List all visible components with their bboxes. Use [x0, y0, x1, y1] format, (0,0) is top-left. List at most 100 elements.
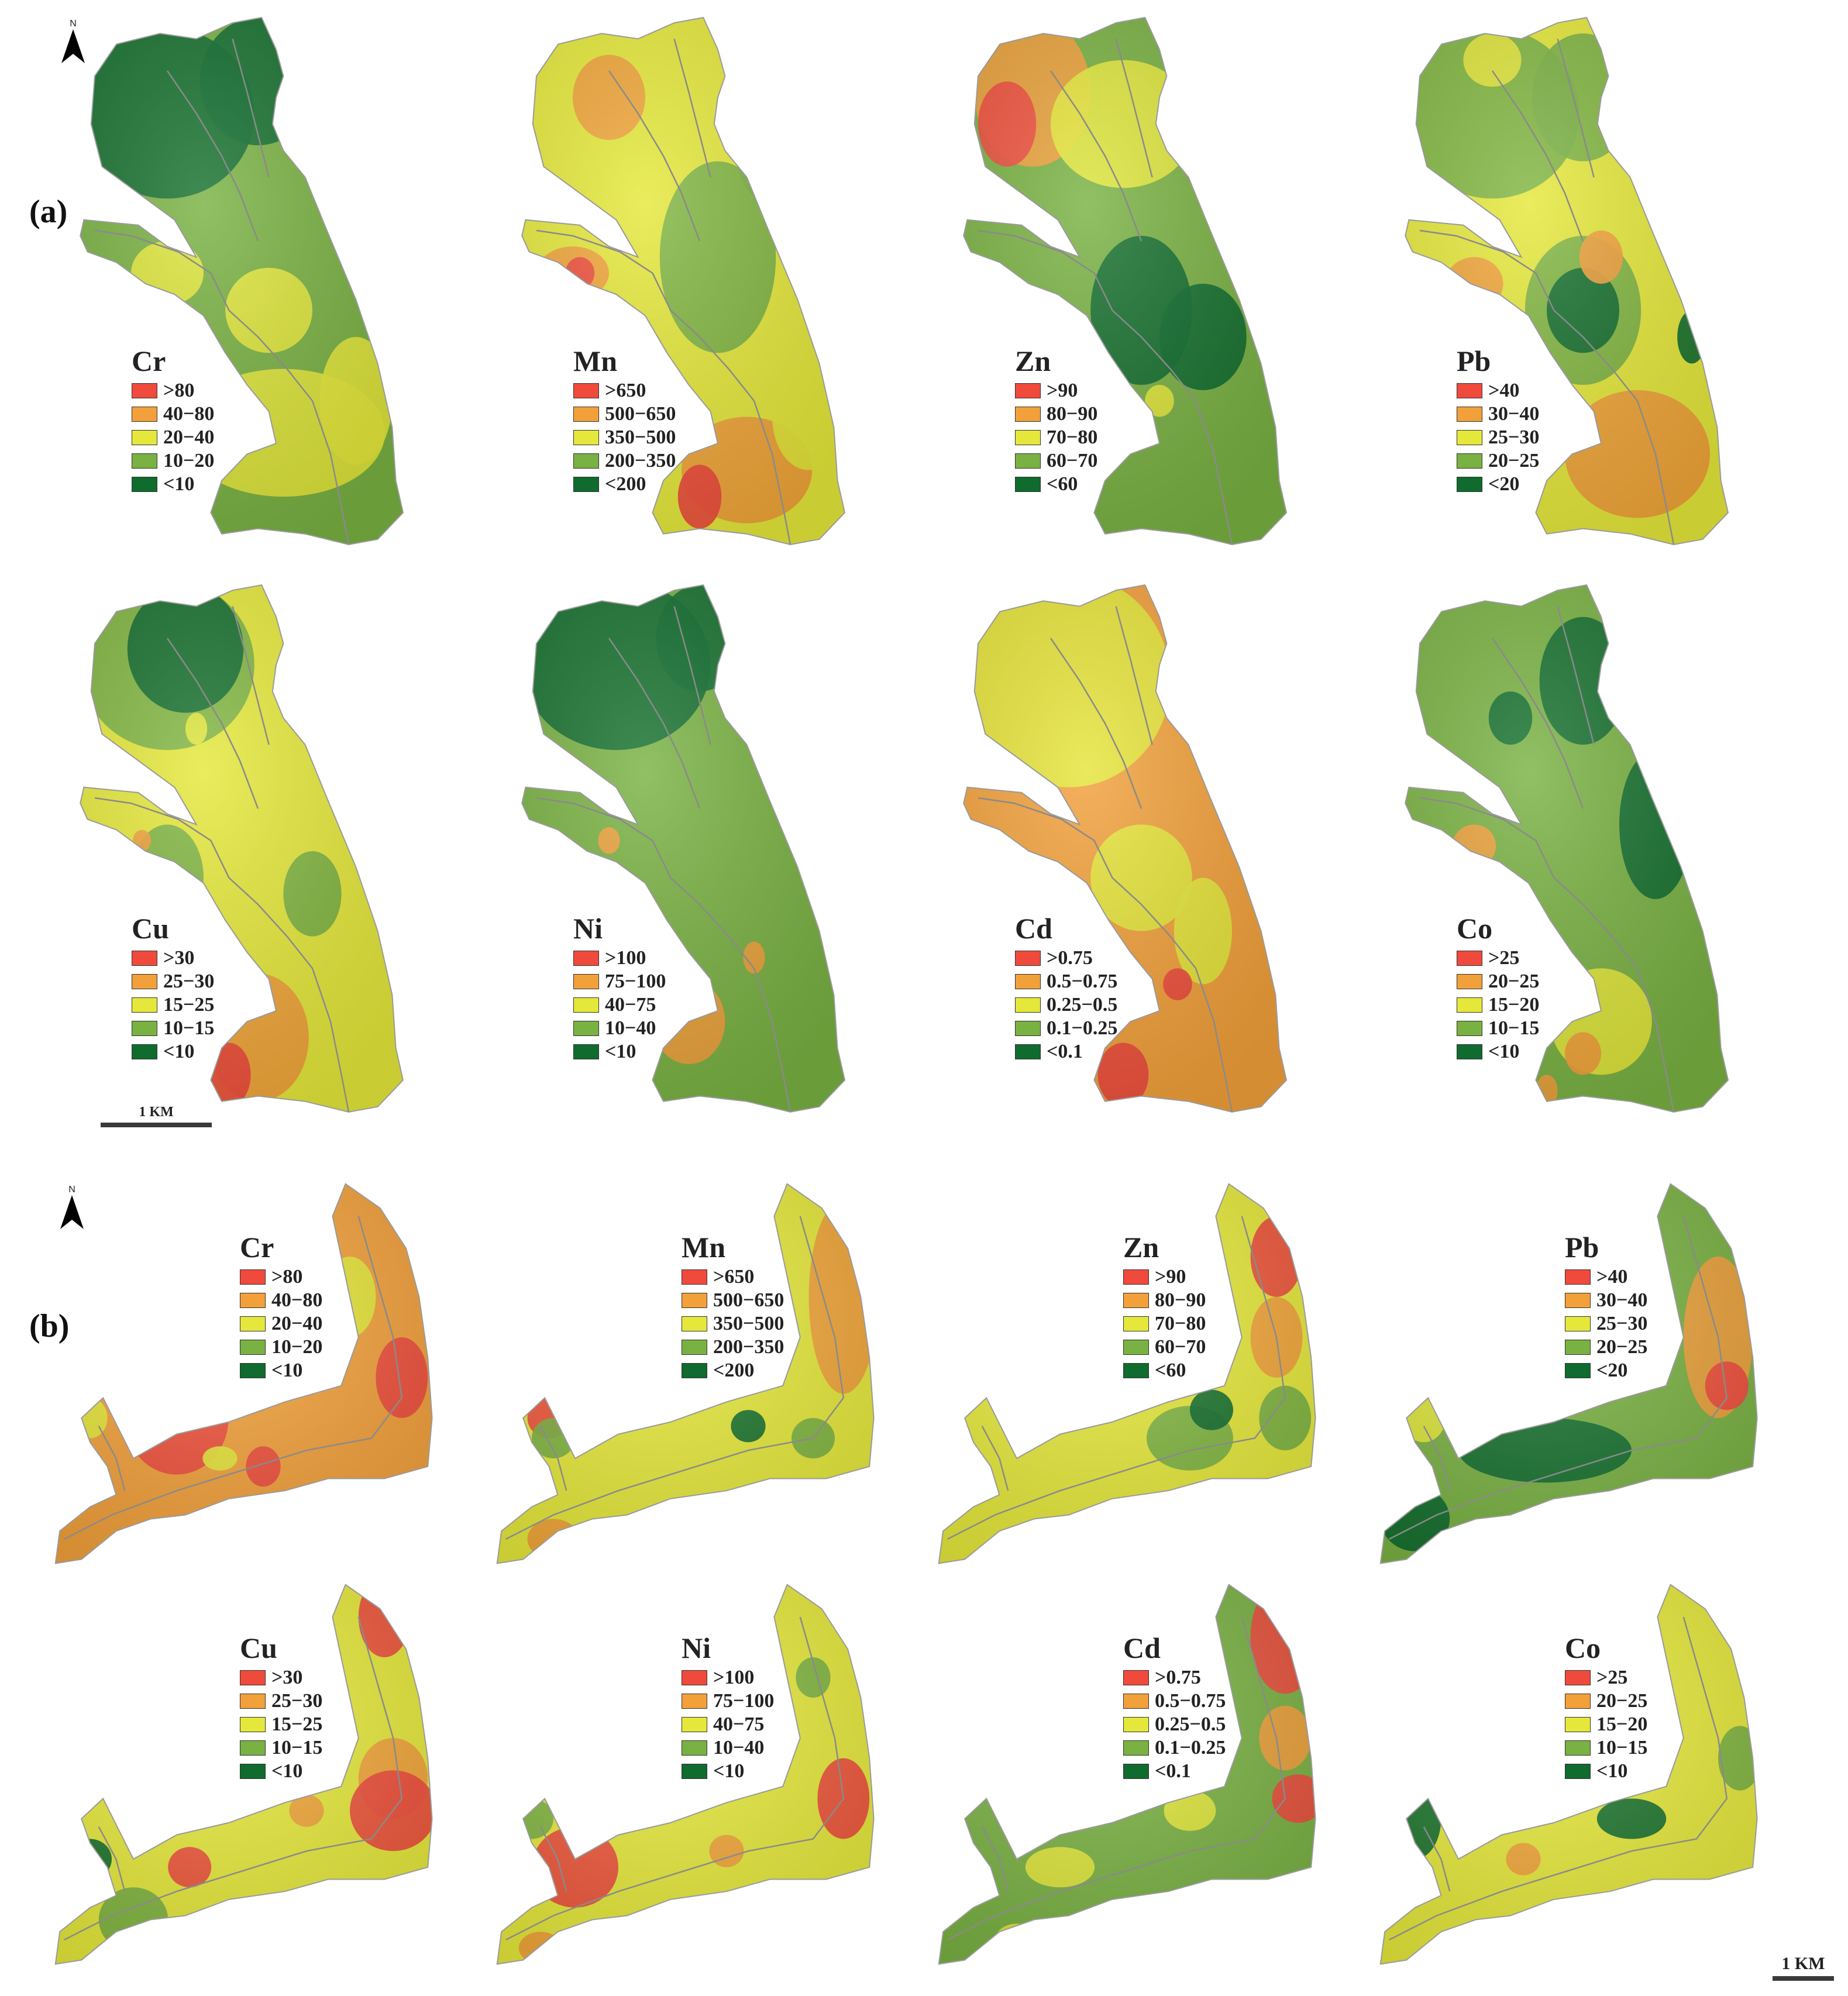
legend-swatch	[240, 1740, 266, 1756]
legend-swatch	[1123, 1316, 1149, 1331]
legend-co: Co >25 20−25 15−20 10−15 <10	[1457, 913, 1609, 1064]
legend-entry: >0.75	[1015, 947, 1167, 970]
legend-swatch	[1123, 1670, 1149, 1685]
legend-swatch	[1123, 1740, 1149, 1756]
legend-swatch	[132, 477, 157, 492]
legend-entry: 40−75	[682, 1713, 834, 1736]
legend-swatch	[1565, 1694, 1591, 1709]
legend-swatch	[1015, 453, 1041, 469]
legend-swatch	[1565, 1740, 1591, 1756]
river-line	[947, 1616, 1286, 1941]
legend-swatch	[132, 383, 157, 398]
legend-entry: 40−75	[573, 993, 725, 1017]
legend-label: 60−70	[1047, 450, 1098, 472]
scale-bar-a: 1 KM	[101, 1104, 212, 1127]
legend-label: 15−20	[1596, 1713, 1648, 1735]
legend-label: <0.1	[1155, 1760, 1191, 1782]
legend-title: Cr	[132, 345, 166, 377]
legend-swatch	[1015, 1044, 1041, 1059]
legend-co: Co >25 20−25 15−20 10−15 <10	[1565, 1632, 1717, 1783]
legend-swatch	[682, 1316, 707, 1331]
legend-title: Co	[1565, 1632, 1601, 1664]
legend-entry: 70−80	[1015, 426, 1167, 449]
legend-entry: 20−25	[1565, 1336, 1717, 1359]
river-line	[978, 606, 1233, 1113]
legend-label: <60	[1155, 1360, 1186, 1381]
legend-label: <10	[605, 1041, 636, 1062]
legend-label: 10−15	[1488, 1017, 1540, 1039]
legend-label: <60	[1047, 473, 1078, 495]
legend-entry: 25−30	[1457, 426, 1609, 449]
legend-swatch	[573, 383, 599, 398]
legend-swatch	[573, 1044, 599, 1059]
legend-swatch	[1015, 430, 1041, 445]
river-line	[978, 39, 1233, 545]
legend-label: 20−40	[271, 1313, 323, 1334]
legend-label: 0.5−0.75	[1155, 1690, 1226, 1712]
legend-swatch	[1565, 1670, 1591, 1685]
north-arrow-b: N	[57, 1185, 87, 1232]
north-letter: N	[70, 19, 77, 29]
legend-label: 10−20	[271, 1336, 323, 1358]
legend-title: Ni	[682, 1632, 711, 1664]
legend-entry: 0.1−0.25	[1123, 1736, 1275, 1760]
legend-label: >40	[1488, 380, 1520, 401]
legend-label: 500−650	[605, 403, 676, 425]
legend-swatch	[240, 1316, 266, 1331]
legend-label: 10−15	[271, 1737, 323, 1758]
legend-entry: 0.5−0.75	[1015, 970, 1167, 993]
legend-label: >90	[1047, 380, 1078, 401]
legend-label: <10	[163, 1041, 195, 1062]
legend-entry: <10	[240, 1359, 392, 1382]
basin-outline	[963, 584, 1288, 1113]
river-line	[1389, 1616, 1728, 1941]
legend-entry: 15−20	[1457, 993, 1609, 1017]
legend-label: 20−40	[163, 426, 215, 448]
legend-entry: 20−40	[132, 426, 284, 449]
legend-swatch	[1015, 997, 1041, 1013]
legend-swatch	[1457, 430, 1482, 445]
legend-cr: Cr >80 40−80 20−40 10−20 <10	[132, 345, 284, 496]
legend-swatch	[573, 1021, 599, 1036]
legend-entry: 200−350	[573, 449, 725, 473]
legend-ni: Ni >100 75−100 40−75 10−40 <10	[573, 913, 725, 1064]
legend-entry: >650	[573, 379, 725, 402]
legend-label: <0.1	[1047, 1041, 1083, 1062]
legend-entry: <0.1	[1015, 1040, 1167, 1064]
legend-label: 200−350	[713, 1336, 784, 1358]
legend-entry: 20−25	[1565, 1689, 1717, 1713]
legend-label: >30	[271, 1667, 303, 1688]
legend-swatch	[132, 1044, 157, 1059]
legend-label: 15−25	[163, 994, 215, 1016]
legend-swatch	[1565, 1293, 1591, 1308]
legend-entry: >90	[1123, 1265, 1275, 1289]
legend-label: 25−30	[1596, 1313, 1648, 1334]
legend-swatch	[573, 951, 599, 966]
legend-entry: <60	[1123, 1359, 1275, 1382]
legend-swatch	[1457, 1044, 1482, 1059]
legend-entry: 60−70	[1123, 1336, 1275, 1359]
legend-label: <10	[1488, 1041, 1520, 1062]
legend-label: <10	[271, 1360, 303, 1381]
basin-outline	[1379, 1183, 1758, 1564]
legend-swatch	[1015, 1021, 1041, 1036]
legend-label: >650	[605, 380, 646, 401]
legend-label: 20−25	[1596, 1336, 1648, 1358]
river-line	[94, 39, 350, 545]
legend-title: Cu	[240, 1632, 277, 1664]
legend-cu: Cu >30 25−30 15−25 10−15 <10	[240, 1632, 392, 1783]
legend-entry: 350−500	[682, 1312, 834, 1336]
legend-swatch	[1123, 1340, 1149, 1355]
legend-entry: <10	[682, 1760, 834, 1783]
legend-label: >100	[605, 947, 646, 969]
legend-label: >80	[163, 380, 195, 401]
river-line	[505, 1216, 845, 1540]
legend-swatch	[573, 477, 599, 492]
legend-entry: 30−40	[1457, 402, 1609, 426]
legend-swatch	[1565, 1717, 1591, 1732]
legend-swatch	[682, 1269, 707, 1285]
legend-label: 15−25	[271, 1713, 323, 1735]
river-line	[1419, 39, 1675, 545]
legend-swatch	[240, 1670, 266, 1685]
